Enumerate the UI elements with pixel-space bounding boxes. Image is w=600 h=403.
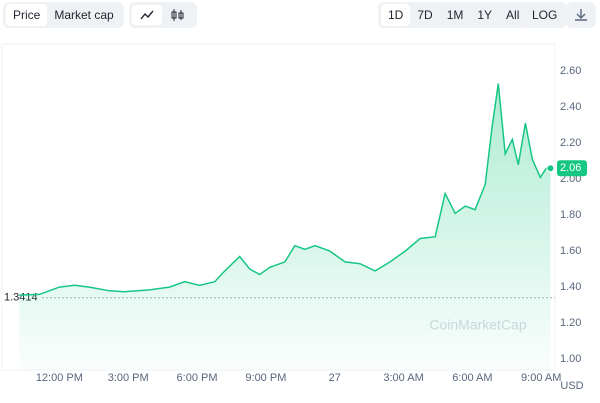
current-price-label: 2.06	[560, 162, 581, 174]
current-price-box	[557, 160, 587, 177]
download-icon	[575, 9, 587, 21]
y-tick-label: 2.00	[560, 173, 581, 185]
price-line	[19, 83, 551, 296]
range-button[interactable]: 1D	[381, 4, 411, 26]
price-button[interactable]: Price	[6, 4, 48, 26]
y-tick-label: 1.60	[560, 245, 581, 257]
y-tick-label: 2.20	[560, 137, 581, 149]
range-toggle: 1D 7D 1M 1Y All	[378, 2, 530, 28]
y-tick-label: 1.20	[560, 317, 581, 329]
y-tick-label: 2.40	[560, 101, 581, 113]
range-button[interactable]: 7D	[417, 8, 433, 22]
last-point	[546, 164, 555, 173]
area	[19, 83, 551, 370]
y-tick-label: 1.40	[560, 281, 581, 293]
market-cap-button[interactable]: Market cap	[54, 8, 114, 22]
x-tick-label: 3:00 PM	[108, 372, 149, 384]
y-tick-label: 1.00	[560, 353, 581, 365]
x-tick-label: 6:00 PM	[177, 372, 218, 384]
log-button[interactable]: LOG	[532, 8, 558, 22]
currency-label: USD	[560, 380, 583, 392]
range-button[interactable]: 1M	[446, 8, 464, 22]
candle-style-button[interactable]	[162, 5, 192, 25]
reference-label: 1.3414	[4, 292, 38, 304]
x-tick-label: 27	[329, 372, 341, 384]
reference-label-box	[2, 290, 40, 305]
x-tick-label: 9:00 PM	[245, 372, 286, 384]
range-button[interactable]: 1Y	[477, 8, 493, 22]
x-tick-label: 6:00 AM	[452, 372, 492, 384]
log-toggle: LOG	[522, 2, 568, 28]
line-style-button[interactable]	[132, 5, 162, 25]
download-button[interactable]	[566, 2, 596, 28]
y-tick-label: 1.80	[560, 209, 581, 221]
x-tick-label: 3:00 AM	[383, 372, 423, 384]
chart-style-toggle	[129, 2, 197, 28]
range-button[interactable]: All	[506, 8, 520, 22]
plot-frame	[1, 43, 556, 371]
x-tick-label: 9:00 AM	[521, 372, 561, 384]
watermark: CoinMarketCap	[429, 317, 526, 333]
x-tick-label: 12:00 PM	[36, 372, 83, 384]
y-tick-label: 2.60	[560, 65, 581, 77]
view-toggle: Price Market cap	[3, 2, 124, 28]
